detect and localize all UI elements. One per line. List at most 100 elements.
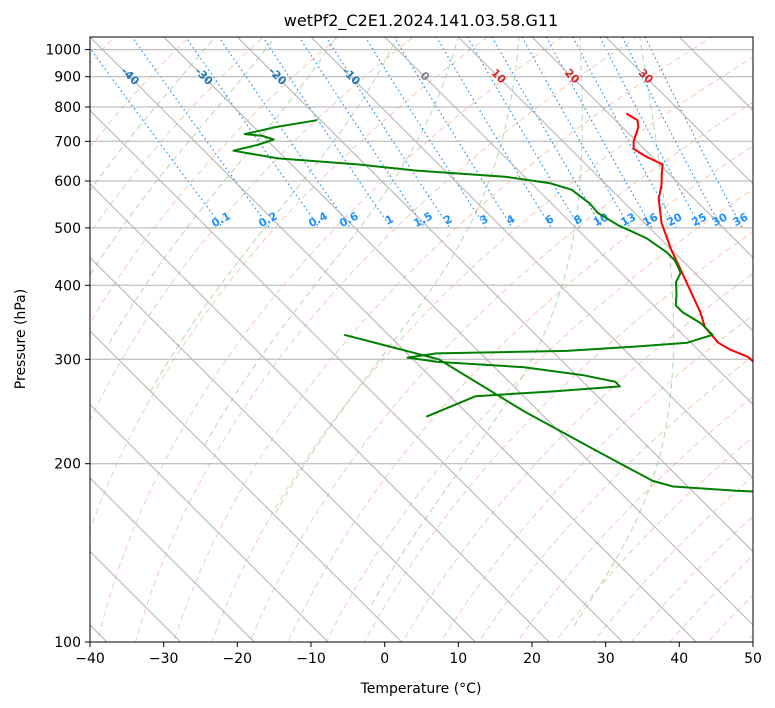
x-tick-label: 20 <box>523 651 541 667</box>
mixing-ratio-label: 36 <box>731 210 751 229</box>
mixing-ratio-line <box>325 37 451 229</box>
dry-adiabat <box>249 101 753 642</box>
isotherm-line <box>678 37 753 112</box>
y-tick-label: 100 <box>54 635 81 651</box>
isotherm-line <box>90 109 624 642</box>
mixing-ratio-line <box>298 37 426 229</box>
mixing-ratio-label: 6 <box>543 212 556 227</box>
mixing-ratio-label: 30 <box>710 210 730 229</box>
x-tick-label: 30 <box>597 651 615 667</box>
mixing-ratio-line <box>466 37 581 229</box>
isotherm-line <box>90 550 182 642</box>
moist-adiabat <box>90 37 276 276</box>
dry-adiabat <box>90 37 190 149</box>
dry-adiabat <box>287 145 753 642</box>
dry-adiabat <box>669 555 753 642</box>
mixing-ratio-label: 1 <box>383 212 396 227</box>
y-tick-label: 1000 <box>45 43 81 59</box>
moist-adiabat <box>275 37 520 514</box>
x-tick-label: −30 <box>149 651 179 667</box>
isotherm-line <box>0 25 60 669</box>
isotherm-line <box>384 37 753 406</box>
y-tick-label: 500 <box>54 221 81 237</box>
dry-adiabat <box>592 476 753 642</box>
mixing-ratio-line <box>521 37 631 229</box>
x-tick-label: −40 <box>75 651 105 667</box>
mixing-ratio-label: 13 <box>618 210 638 229</box>
mixing-ratio-line <box>545 37 653 229</box>
dry-adiabat <box>478 355 753 642</box>
isotherm-line <box>310 37 753 479</box>
dry-adiabat <box>759 25 775 668</box>
isotherm-line <box>90 183 550 642</box>
dry-adiabat <box>90 37 489 532</box>
y-tick-label: 700 <box>54 134 81 150</box>
isotherm-line <box>90 37 697 642</box>
dry-adiabat <box>440 314 753 642</box>
dry-adiabat <box>554 436 753 642</box>
dry-adiabat <box>402 272 753 642</box>
dry-adiabat <box>134 37 638 642</box>
isotherm-line <box>90 256 476 642</box>
mixing-ratio-line <box>90 47 224 229</box>
dewpoint-profile-line <box>232 119 714 418</box>
moist-adiabat <box>571 37 674 630</box>
isotherm-label: 40 <box>767 124 775 144</box>
y-tick-label: 800 <box>54 100 81 116</box>
x-axis-title: Temperature (°C) <box>360 681 482 697</box>
x-tick-label: 10 <box>449 651 467 667</box>
x-tick-label: −20 <box>223 651 253 667</box>
isotherm-line <box>90 403 329 642</box>
mixing-ratio-line <box>131 37 271 229</box>
y-tick-label: 300 <box>54 352 81 368</box>
dry-adiabat <box>96 37 564 642</box>
y-tick-label: 400 <box>54 278 81 294</box>
y-axis-title: Pressure (hPa) <box>13 289 29 389</box>
isotherm-line <box>531 37 753 259</box>
x-tick-label: −10 <box>296 651 326 667</box>
moist-adiabat <box>150 37 398 392</box>
mixing-ratio-label: 20 <box>665 210 685 229</box>
mixing-ratio-label: 2 <box>442 212 455 227</box>
mixing-ratio-label: 4 <box>504 212 517 227</box>
mixing-ratio-label: 0.6 <box>337 209 361 230</box>
dry-adiabat <box>325 188 753 642</box>
y-axis: 100 200 300 400 500 600 700 800 900 1000 <box>45 43 90 651</box>
dry-adiabat <box>363 231 753 642</box>
mixing-ratio-label: 1.5 <box>411 209 434 230</box>
profiles-layer <box>232 112 753 493</box>
isotherm-line <box>90 330 403 642</box>
mixing-ratio-label: 10 <box>591 210 611 229</box>
isotherm-line <box>236 37 753 553</box>
mixing-ratio-label: 25 <box>689 210 709 229</box>
isotherm-line <box>457 37 753 332</box>
mixing-ratio-line <box>644 37 743 229</box>
moist-adiabat <box>204 37 459 446</box>
moist-adiabat <box>370 37 583 607</box>
dry-adiabat <box>90 37 340 324</box>
mixing-ratio-label: 0.1 <box>209 209 232 230</box>
x-tick-label: 40 <box>670 651 688 667</box>
x-tick-label: 0 <box>380 651 389 667</box>
y-tick-label: 900 <box>54 70 81 86</box>
moist-adiabat <box>106 37 337 348</box>
mixing-ratio-label: 16 <box>641 210 661 229</box>
x-tick-label: 50 <box>744 651 762 667</box>
isotherm-line <box>605 37 753 185</box>
dry-adiabat <box>745 633 753 642</box>
mixing-ratio-label: 0.4 <box>306 209 330 230</box>
dewpoint-profile-line <box>343 333 753 493</box>
dry-adiabat <box>90 37 414 421</box>
x-axis: −40 −30 −20 −10 0 10 20 30 40 50 <box>75 642 762 667</box>
chart-title: wetPf2_C2E1.2024.141.03.58.G11 <box>284 11 558 31</box>
plot-frame <box>89 36 754 643</box>
mixing-ratio-line <box>435 37 552 229</box>
y-tick-label: 600 <box>54 174 81 190</box>
isotherm-line <box>163 37 753 626</box>
mixing-ratio-line <box>185 37 321 229</box>
mixing-ratio-line <box>491 37 604 229</box>
isotherm-line <box>752 37 753 38</box>
grid-layer <box>0 25 753 669</box>
dry-adiabat <box>173 37 713 642</box>
